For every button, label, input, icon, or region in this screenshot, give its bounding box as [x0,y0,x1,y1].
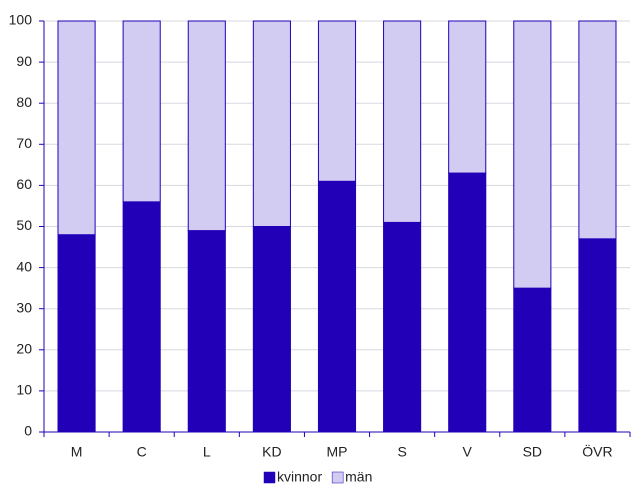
bar-segment [513,20,552,289]
x-tick-label: SD [523,444,542,460]
bar-segment [578,238,617,433]
legend-label: kvinnor [277,469,322,485]
bar-segment [187,230,226,433]
bar-segment [57,20,96,236]
bar-segment [252,226,291,433]
legend-label: män [345,469,372,485]
bar-segment [252,20,291,227]
bar-segment [122,201,161,433]
y-tick-label: 30 [16,299,32,315]
y-tick-label: 10 [16,382,32,398]
x-tick-label: C [137,444,147,460]
bar-segment [448,172,487,433]
bar-segment [513,287,552,433]
y-tick-label: 100 [9,12,33,28]
bar-segment [317,20,357,182]
y-tick-label: 80 [16,94,32,110]
legend-swatch [331,471,344,484]
bar-segment [448,20,487,174]
bar-segment [383,221,422,433]
y-tick-label: 50 [16,217,32,233]
x-tick-label: M [71,444,83,460]
x-tick-label: ÖVR [582,443,612,460]
y-tick-label: 40 [16,258,32,274]
legend-swatch [263,471,276,484]
y-tick-label: 60 [16,176,32,192]
bar-segment [317,180,357,433]
bar-segment [383,20,422,223]
bar-segment [187,20,226,232]
bar-segment [578,20,617,240]
x-tick-label: S [397,444,406,460]
bar-segment [57,234,96,433]
x-tick-label: KD [262,444,281,460]
y-tick-label: 0 [24,423,32,439]
y-tick-label: 90 [16,53,32,69]
y-tick-label: 70 [16,135,32,151]
bar-segment [122,20,161,203]
y-tick-label: 20 [16,341,32,357]
x-tick-label: L [203,444,211,460]
x-tick-label: MP [327,444,348,460]
x-tick-label: V [463,444,473,460]
